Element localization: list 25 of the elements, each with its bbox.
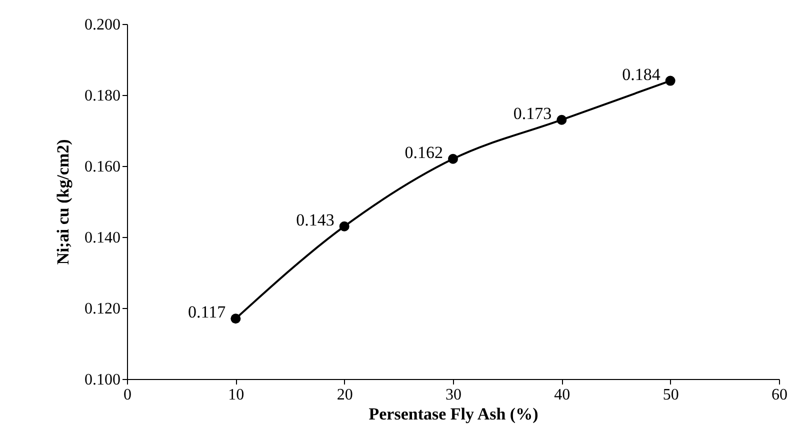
y-tick-label: 0.140 bbox=[84, 230, 120, 246]
x-tick-label: 0 bbox=[124, 386, 132, 404]
data-label: 0.184 bbox=[622, 64, 661, 84]
point bbox=[556, 114, 567, 125]
x-tick-label: 50 bbox=[662, 386, 679, 404]
data-label: 0.173 bbox=[513, 104, 552, 123]
x-tick-label: 40 bbox=[554, 386, 570, 404]
y-tick-label: 0.160 bbox=[84, 158, 120, 176]
y-tick-label: 0.100 bbox=[84, 372, 120, 388]
point bbox=[230, 314, 241, 324]
x-tick-label: 60 bbox=[772, 386, 788, 404]
x-tick-label: 20 bbox=[336, 386, 353, 404]
y-tick-label: 0.120 bbox=[84, 300, 120, 318]
y-axis-title: Ni;ai cu (kg/cm2) bbox=[54, 139, 72, 265]
point bbox=[339, 221, 350, 232]
y-tick-label: 0.180 bbox=[84, 88, 120, 104]
y-tick-label: 0.200 bbox=[84, 16, 120, 34]
data-label: 0.117 bbox=[188, 302, 226, 322]
x-tick-label: 30 bbox=[446, 386, 462, 404]
point bbox=[665, 76, 676, 86]
data-label: 0.143 bbox=[296, 210, 334, 230]
x-tick-label: 10 bbox=[228, 386, 244, 404]
x-axis-title: Persentase Fly Ash (%) bbox=[368, 404, 538, 424]
data-label: 0.162 bbox=[404, 142, 443, 162]
point bbox=[448, 154, 458, 164]
